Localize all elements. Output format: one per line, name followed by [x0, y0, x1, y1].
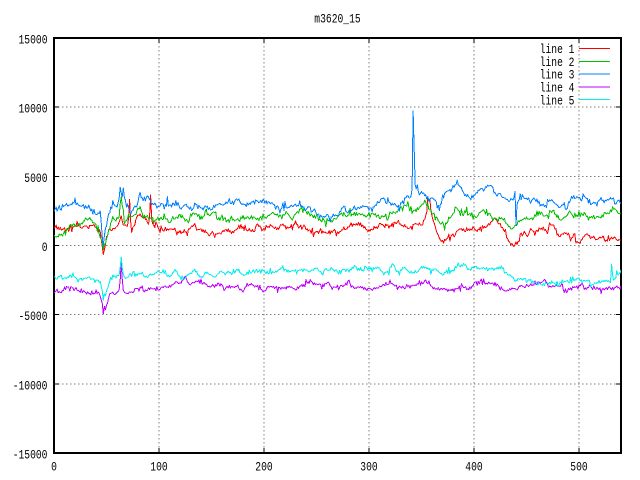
- svg-text:15000: 15000: [19, 34, 48, 48]
- svg-text:line 5: line 5: [540, 94, 575, 108]
- svg-text:400: 400: [465, 461, 482, 475]
- svg-text:-15000: -15000: [13, 449, 48, 463]
- svg-text:line 4: line 4: [540, 82, 575, 96]
- svg-text:10000: 10000: [19, 103, 48, 117]
- svg-text:-10000: -10000: [13, 379, 48, 393]
- svg-text:100: 100: [150, 461, 167, 475]
- svg-text:-5000: -5000: [19, 310, 48, 324]
- svg-text:5000: 5000: [24, 172, 47, 186]
- svg-text:line 3: line 3: [540, 69, 575, 83]
- svg-text:200: 200: [255, 461, 272, 475]
- svg-text:0: 0: [51, 461, 57, 475]
- svg-text:0: 0: [42, 241, 48, 255]
- svg-text:line 1: line 1: [540, 43, 575, 57]
- svg-text:500: 500: [570, 461, 587, 475]
- svg-text:300: 300: [360, 461, 377, 475]
- svg-text:m3620_15: m3620_15: [314, 13, 360, 27]
- svg-text:line 2: line 2: [540, 56, 575, 70]
